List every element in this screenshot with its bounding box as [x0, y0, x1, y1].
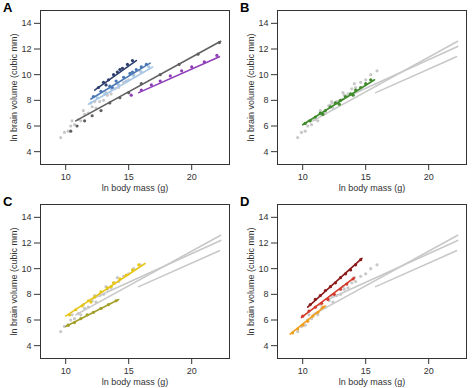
svg-text:ln brain volume (cubic mm): ln brain volume (cubic mm) — [246, 227, 256, 335]
svg-text:4: 4 — [263, 341, 268, 351]
svg-text:ln body mass (g): ln body mass (g) — [339, 183, 406, 193]
svg-text:8: 8 — [26, 289, 31, 299]
svg-text:10: 10 — [298, 366, 308, 376]
svg-text:6: 6 — [263, 121, 268, 131]
svg-text:6: 6 — [26, 121, 31, 131]
svg-text:8: 8 — [263, 289, 268, 299]
svg-text:4: 4 — [263, 147, 268, 157]
svg-text:4: 4 — [26, 147, 31, 157]
svg-text:20: 20 — [187, 366, 197, 376]
svg-text:4: 4 — [26, 341, 31, 351]
svg-text:12: 12 — [258, 44, 268, 54]
svg-text:20: 20 — [424, 366, 434, 376]
svg-text:ln brain volume (cubic mm): ln brain volume (cubic mm) — [246, 33, 256, 141]
svg-text:8: 8 — [263, 95, 268, 105]
svg-text:8: 8 — [26, 95, 31, 105]
svg-text:ln body mass (g): ln body mass (g) — [102, 183, 169, 193]
svg-text:ln body mass (g): ln body mass (g) — [102, 377, 169, 387]
svg-text:ln brain volume (cubic mm): ln brain volume (cubic mm) — [9, 33, 19, 141]
html-text:D: D — [240, 194, 250, 209]
svg-text:10: 10 — [21, 264, 31, 274]
svg-text:20: 20 — [187, 172, 197, 182]
svg-text:10: 10 — [258, 70, 268, 80]
html-text:A: A — [3, 0, 13, 15]
svg-text:12: 12 — [258, 238, 268, 248]
svg-text:10: 10 — [21, 70, 31, 80]
svg-text:ln body mass (g): ln body mass (g) — [339, 377, 406, 387]
html-text:B: B — [240, 0, 250, 15]
svg-text:12: 12 — [21, 44, 31, 54]
svg-text:10: 10 — [61, 366, 71, 376]
svg-text:15: 15 — [361, 366, 371, 376]
svg-text:15: 15 — [124, 172, 134, 182]
svg-text:10: 10 — [258, 264, 268, 274]
svg-text:6: 6 — [263, 315, 268, 325]
svg-text:6: 6 — [26, 315, 31, 325]
svg-text:14: 14 — [258, 18, 268, 28]
svg-text:15: 15 — [361, 172, 371, 182]
svg-text:15: 15 — [124, 366, 134, 376]
svg-text:10: 10 — [61, 172, 71, 182]
svg-text:20: 20 — [424, 172, 434, 182]
svg-text:10: 10 — [298, 172, 308, 182]
svg-text:14: 14 — [258, 212, 268, 222]
html-text:C: C — [3, 194, 13, 209]
svg-text:ln brain volume (cubic mm): ln brain volume (cubic mm) — [9, 227, 19, 335]
svg-text:14: 14 — [21, 212, 31, 222]
svg-text:12: 12 — [21, 238, 31, 248]
svg-text:14: 14 — [21, 18, 31, 28]
